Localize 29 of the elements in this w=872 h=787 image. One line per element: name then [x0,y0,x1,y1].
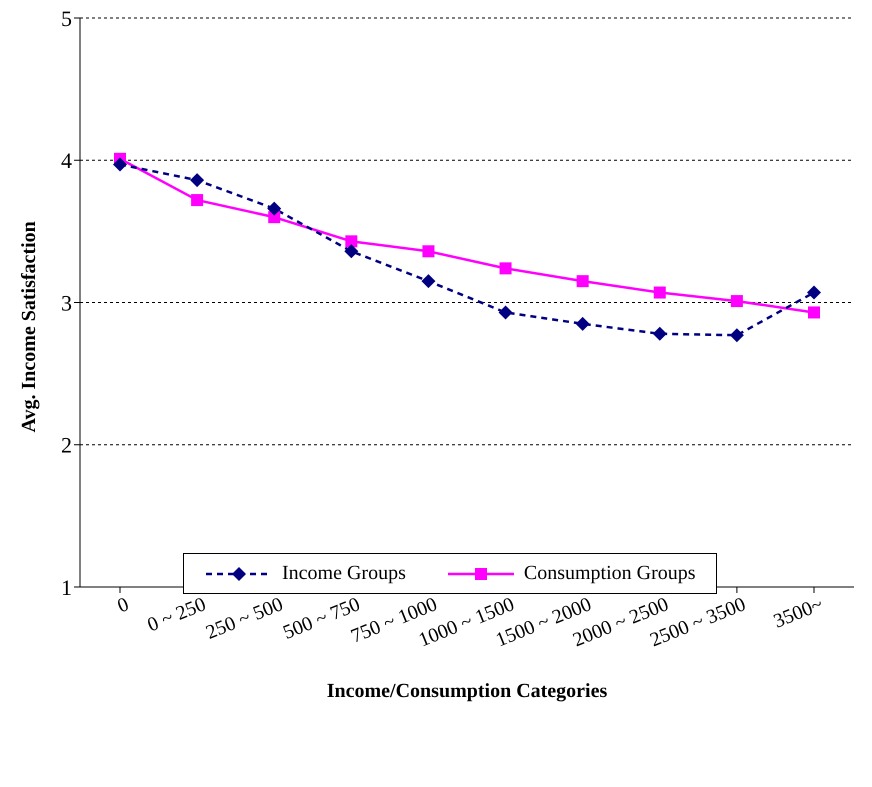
point [422,245,434,258]
legend-label: Consumption Groups [524,562,696,585]
point [730,328,744,342]
point [421,274,436,288]
point [500,262,512,274]
x-axis-title: Income/Consumption Categories [326,680,608,702]
y-tick-label: 4 [61,148,72,174]
legend-label: Income Groups [282,562,406,585]
y-tick-label: 2 [61,432,72,458]
point [808,306,820,318]
point [730,295,743,308]
y-tick-label: 1 [61,574,72,600]
point [191,194,204,206]
point [576,316,590,331]
point [345,235,358,248]
point [190,173,204,188]
point [652,326,667,341]
y-tick-label: 5 [61,6,72,31]
x-tick-label: 3500~ [770,593,826,633]
point [344,244,358,258]
y-tick-label: 3 [61,290,72,316]
point [807,286,821,300]
point [654,286,666,299]
point [576,275,589,288]
y-axis-title: Avg. Income Satisfaction [18,221,40,432]
point [267,202,282,216]
point [498,305,513,320]
point [113,158,127,172]
x-tick-label: 0 [114,593,132,618]
